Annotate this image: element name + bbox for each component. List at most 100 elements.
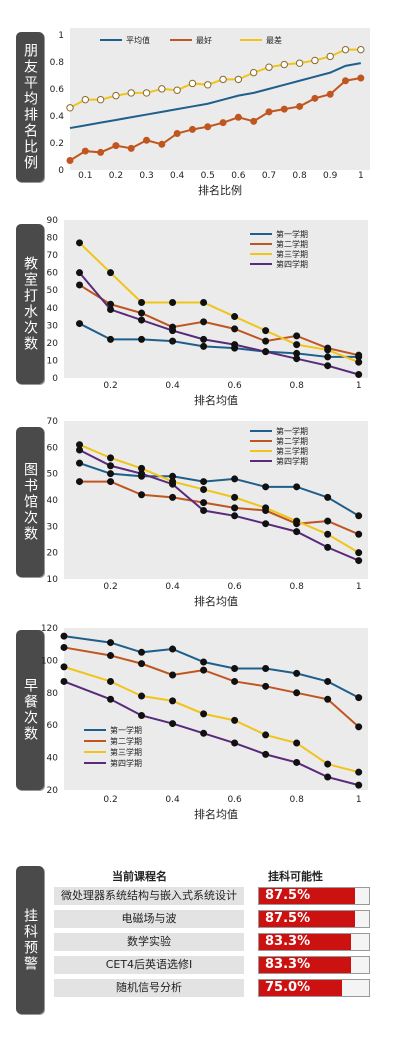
x-axis-label: 排名比例	[198, 183, 242, 197]
data-point	[231, 665, 239, 672]
x-tick-label: 0.8	[289, 381, 304, 391]
row-background	[54, 933, 244, 951]
data-point	[200, 710, 208, 718]
probability-value: 75.0%	[265, 980, 311, 995]
y-tick-label: 40	[47, 496, 59, 506]
data-point	[107, 470, 115, 478]
data-point	[60, 663, 68, 671]
course-name: CET4后英语选修I	[105, 958, 193, 971]
y-tick-label: 60	[47, 269, 59, 279]
plot-area	[64, 220, 368, 378]
data-point	[355, 557, 363, 565]
data-point	[262, 504, 270, 512]
warning-row: 微处理器系统结构与嵌入式系统设计 87.5%	[54, 887, 370, 905]
data-point	[188, 125, 196, 133]
data-point	[200, 478, 208, 486]
x-tick-label: 0.2	[103, 795, 117, 805]
data-point	[293, 739, 301, 747]
data-point	[293, 669, 301, 677]
y-tick-label: 10	[47, 575, 59, 585]
data-point	[76, 269, 84, 277]
data-point	[138, 470, 146, 478]
y-tick-label: 1	[58, 31, 64, 41]
chart-panel-library: 图书馆次数 10 20 30 40 50 60 70 0.2 0.4 0.6 0.8 1 排名均值 第一学…	[0, 413, 400, 613]
data-point	[138, 335, 146, 343]
y-tick-label: 20	[47, 549, 59, 559]
series-line-3	[78, 242, 360, 364]
data-point	[293, 355, 301, 363]
data-point	[324, 517, 332, 525]
data-point	[324, 530, 332, 538]
legend-label: 第四学期	[276, 456, 308, 466]
series-line-2	[79, 480, 360, 536]
x-tick-label: 0.4	[165, 381, 180, 391]
data-point	[138, 660, 146, 668]
series-line-1	[79, 322, 359, 358]
y-tick-label: 40	[47, 754, 59, 764]
probability-bar: 87.5%	[258, 887, 370, 905]
y-tick-label: 0.2	[50, 139, 64, 149]
data-point	[262, 348, 270, 356]
data-point	[138, 316, 146, 324]
data-point	[107, 269, 115, 277]
data-point	[293, 517, 301, 525]
row-background	[54, 910, 244, 928]
legend-label: 第一学期	[110, 725, 142, 735]
data-point	[76, 446, 84, 454]
series-line-3	[63, 665, 359, 774]
data-point	[107, 454, 115, 462]
data-point	[188, 79, 197, 88]
data-point	[293, 758, 301, 766]
row-background	[54, 887, 244, 905]
data-point	[324, 346, 332, 354]
legend-label: 第一学期	[276, 426, 308, 436]
data-point	[262, 520, 270, 528]
data-point	[158, 140, 166, 148]
data-point	[169, 493, 177, 501]
data-point	[265, 63, 273, 71]
data-point	[60, 677, 68, 685]
data-point	[204, 81, 212, 89]
data-point	[355, 358, 363, 366]
data-point	[355, 370, 363, 378]
x-tick-label: 0.5	[201, 171, 215, 181]
y-tick-label: 120	[41, 624, 58, 634]
x-tick-label: 0.8	[292, 171, 307, 181]
chart-breakfast: 20 40 60 80 100 120 0.2 0.4 0.6 0.8 1 排名均值 第一学期第二学期第…	[41, 624, 368, 821]
y-tick-label: 70	[47, 417, 59, 427]
y-tick-label: 30	[47, 321, 59, 331]
warning-row: CET4后英语选修I 83.3%	[54, 956, 370, 974]
y-tick-label: 0.8	[50, 58, 65, 68]
data-point	[173, 86, 181, 94]
chart-ranking-ratio: 0 0.2 0.4 0.6 0.8 1 0.1 0.2 0.3 0.4 0.5 0.6 0.7 0.8 0.…	[50, 28, 370, 197]
data-point	[112, 91, 120, 100]
data-point	[169, 645, 177, 653]
x-tick-label: 1	[358, 171, 364, 181]
data-point	[231, 677, 239, 685]
data-point	[355, 530, 363, 538]
data-point	[107, 695, 115, 703]
y-tick-label: 60	[47, 721, 59, 731]
data-point	[355, 781, 363, 789]
probability-value: 87.5%	[265, 911, 311, 926]
series-line-1	[69, 62, 361, 130]
data-point	[342, 77, 350, 85]
data-point	[127, 144, 135, 152]
data-point	[231, 313, 239, 321]
y-tick-label: 20	[47, 339, 59, 349]
series-line-1	[79, 462, 360, 517]
data-point	[295, 59, 304, 67]
data-point	[296, 102, 304, 110]
data-point	[200, 299, 208, 307]
side-label: 朋友平均排名比例	[16, 32, 44, 182]
side-label-text: 图书馆次数	[22, 462, 38, 542]
data-point	[200, 335, 208, 343]
x-tick-label: 0.2	[103, 381, 117, 391]
data-point	[231, 512, 239, 520]
y-tick-label: 0	[52, 374, 58, 384]
data-point	[324, 677, 332, 685]
data-point	[200, 318, 208, 326]
y-tick-label: 100	[41, 656, 58, 666]
data-point	[66, 104, 74, 112]
side-label: 早餐次数	[16, 630, 44, 790]
